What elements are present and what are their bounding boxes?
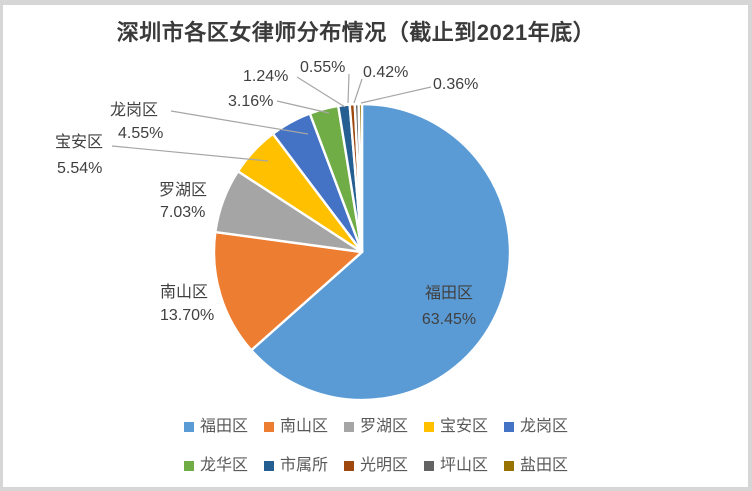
legend-item-8[interactable]: 光明区 [343,457,408,474]
legend-swatch-icon [424,461,434,471]
slice-percent-label-8: 0.55% [300,59,345,76]
slice-percent-label-5: 4.55% [118,125,163,142]
pie-slice-2[interactable] [212,230,364,352]
slice-percent-label-3: 7.03% [160,204,205,221]
legend-swatch-icon [183,461,194,471]
slice-name-label-1: 福田区 [425,284,473,302]
legend-label: 光明区 [359,457,408,474]
legend-swatch-icon [424,422,434,432]
data-labels-group: 福田区 63.45% 南山区 13.70% 罗湖区 7.03% 宝安区 5.54% 龙岗区 4.5… [55,59,478,328]
legend-row-2: 龙华区 市属所 光明区 坪山区 盐田区 [176,455,576,477]
legend-label: 龙华区 [199,457,248,474]
legend-swatch-icon [263,461,274,471]
legend-label: 宝安区 [440,418,489,435]
leader-line-2 [111,145,269,162]
legend-label: 福田区 [199,418,248,435]
legend-item-9[interactable]: 坪山区 [424,458,488,474]
pie-slice-10[interactable] [357,102,364,254]
leader-line-5 [347,73,350,104]
legend-item-10[interactable]: 盐田区 [504,458,568,474]
legend-swatch-icon [504,422,515,432]
slice-name-label-2: 南山区 [160,283,208,301]
legend-swatch-icon [504,461,515,471]
legend-swatch-icon [343,461,354,471]
legend-item-5[interactable]: 龙岗区 [504,419,568,435]
slice-name-label-4: 宝安区 [55,133,103,151]
legend-swatch-icon [343,422,354,432]
leader-line-7 [360,86,432,104]
leader-line-3 [276,100,330,114]
legend-swatch-icon [183,422,194,432]
legend-item-4[interactable]: 宝安区 [424,419,488,435]
slice-name-label-5: 龙岗区 [110,101,158,119]
chart-title: 深圳市各区女律师分布情况（截止到2021年底） [116,20,596,45]
legend-item-2[interactable]: 南山区 [263,418,328,435]
slice-percent-label-9: 0.42% [363,64,408,81]
slice-percent-label-2: 13.70% [160,307,214,324]
slice-percent-label-1: 63.45% [422,311,476,328]
slice-percent-label-6: 3.16% [228,93,273,110]
pie-slices-group [212,102,512,402]
legend-label: 龙岗区 [520,418,569,435]
leader-line-6 [353,78,363,104]
leader-lines-group [111,73,432,162]
slice-percent-label-7: 1.24% [243,68,288,85]
slice-name-label-3: 罗湖区 [159,181,207,199]
slice-percent-label-4: 5.54% [57,160,102,177]
legend-item-3[interactable]: 罗湖区 [343,418,408,435]
leader-line-4 [296,76,346,108]
legend-label: 坪山区 [440,457,489,474]
pie-slice-1[interactable] [250,102,512,402]
legend-label: 盐田区 [520,457,569,474]
legend-swatch-icon [263,422,274,432]
legend-row-1: 福田区 南山区 罗湖区 宝安区 龙岗区 [176,416,576,438]
legend-label: 南山区 [279,418,328,435]
slice-percent-label-10: 0.36% [433,76,478,93]
legend-item-1[interactable]: 福田区 [183,418,248,435]
legend-item-7[interactable]: 市属所 [263,457,328,474]
legend-item-6[interactable]: 龙华区 [183,457,248,474]
chart-legend: 福田区 南山区 罗湖区 宝安区 龙岗区 龙华区 市属所 光明区 坪山区 盐田区 [0,416,752,477]
legend-label: 市属所 [279,457,328,474]
leader-line-1 [170,110,309,135]
legend-label: 罗湖区 [359,418,408,435]
